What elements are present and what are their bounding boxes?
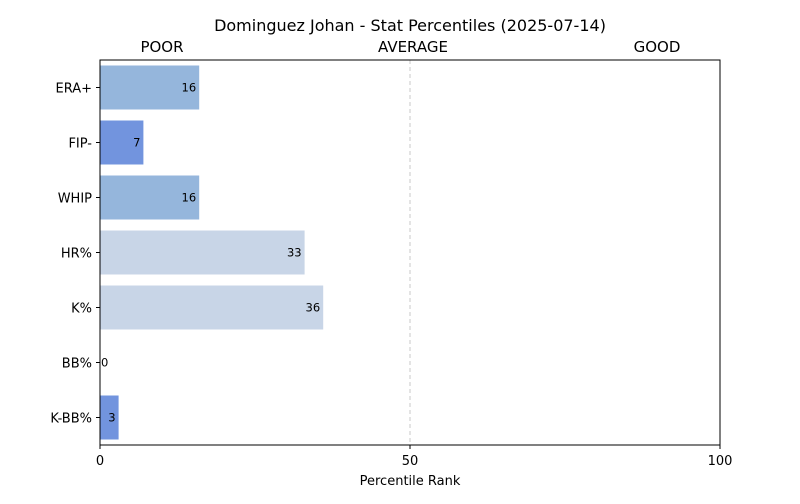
bar-whip xyxy=(100,175,200,220)
axes-layer: ERA+ FIP- WHIP HR% K% BB% K-BB% 0 50 100 xyxy=(50,82,732,470)
y-tick-label: WHIP xyxy=(58,192,92,207)
x-axis-label: Percentile Rank xyxy=(360,474,461,489)
bar-value-label: 16 xyxy=(182,191,197,205)
bar-k-bb- xyxy=(100,395,119,440)
y-tick-label: BB% xyxy=(62,357,92,372)
x-tick-label: 0 xyxy=(96,454,104,469)
y-tick-label: ERA+ xyxy=(55,82,92,97)
y-tick-label: K-BB% xyxy=(50,412,92,427)
bar-era- xyxy=(100,65,200,110)
bar-value-label: 0 xyxy=(101,356,108,370)
bar-value-label: 7 xyxy=(133,136,140,150)
chart-title: Dominguez Johan - Stat Percentiles (2025… xyxy=(214,16,606,35)
bar-value-label: 3 xyxy=(108,411,115,425)
zone-label-poor: POOR xyxy=(140,38,183,56)
x-tick-label: 50 xyxy=(402,454,419,469)
y-tick-label: K% xyxy=(71,302,92,317)
zone-label-average: AVERAGE xyxy=(378,38,448,56)
y-tick-label: HR% xyxy=(61,247,92,262)
y-tick-label: FIP- xyxy=(68,137,92,152)
bar-hr- xyxy=(100,230,305,275)
bar-value-label: 33 xyxy=(287,246,302,260)
bar-value-label: 16 xyxy=(182,81,197,95)
x-tick-label: 100 xyxy=(708,454,733,469)
zone-label-good: GOOD xyxy=(634,38,681,56)
bars-layer: 16 7 16 33 36 0 3 xyxy=(100,65,324,440)
bar-k- xyxy=(100,285,324,330)
bar-value-label: 36 xyxy=(306,301,321,315)
bar-fip- xyxy=(100,120,144,165)
